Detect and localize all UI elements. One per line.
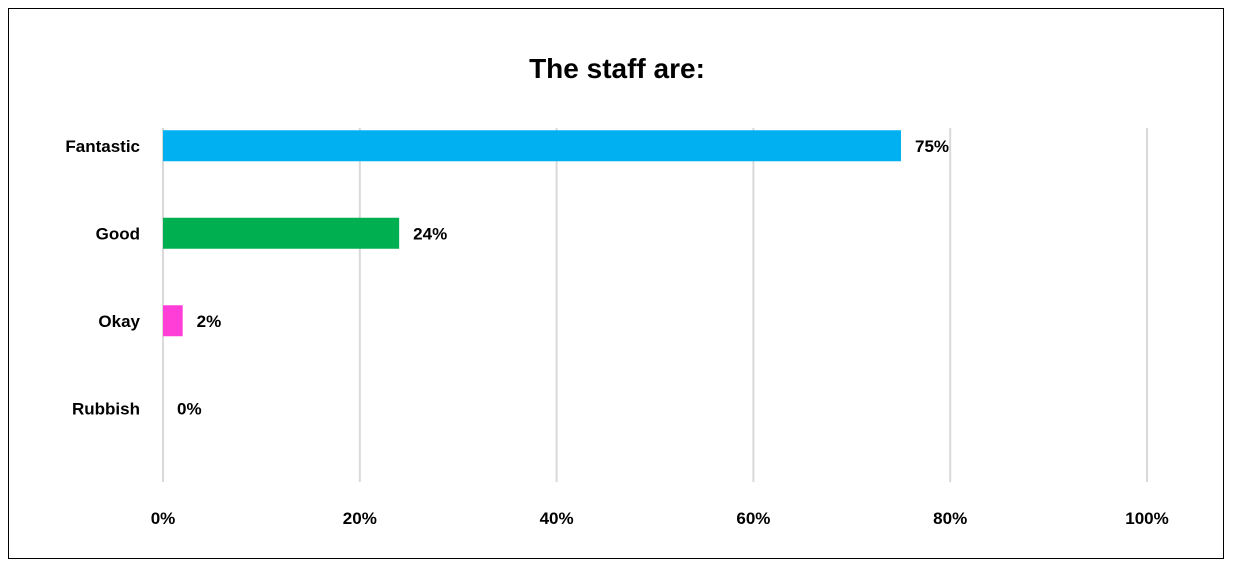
bar-okay [163,305,183,337]
data-label-fantastic: 75% [915,137,949,156]
x-tick-label-2: 40% [540,509,574,528]
x-tick-label-0: 0% [151,509,176,528]
category-label-fantastic: Fantastic [65,137,140,156]
bar-good [163,217,400,249]
chart-frame [8,8,1224,559]
category-label-okay: Okay [98,312,140,331]
data-label-rubbish: 0% [177,399,202,418]
category-label-rubbish: Rubbish [72,399,140,418]
x-tick-label-5: 100% [1125,509,1168,528]
category-labels: Fantastic Good Okay Rubbish [65,137,140,419]
category-label-good: Good [96,224,140,243]
x-tick-labels: 0% 20% 40% 60% 80% 100% [151,509,1169,528]
x-tick-label-1: 20% [343,509,377,528]
gridlines [162,128,1148,482]
data-labels: 75% 24% 2% 0% [177,137,949,419]
bar-fantastic [163,130,901,162]
x-tick-label-4: 80% [933,509,967,528]
x-tick-label-3: 60% [736,509,770,528]
bars [163,130,901,337]
data-label-okay: 2% [197,312,222,331]
data-label-good: 24% [413,224,447,243]
chart-title: The staff are: [529,53,705,84]
